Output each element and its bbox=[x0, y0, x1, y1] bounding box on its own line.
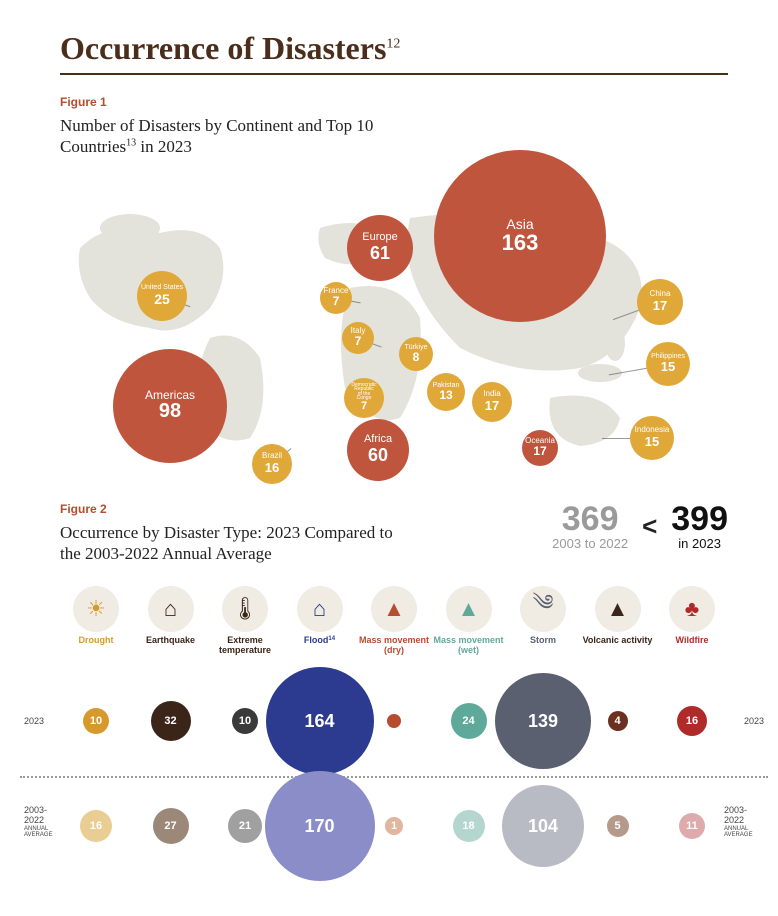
disaster-icon: ⌂ bbox=[148, 586, 194, 632]
type-column: ▲Mass movement (dry) bbox=[358, 586, 430, 658]
row-label-2023-right: 2023 bbox=[744, 716, 764, 726]
value-bubble-2023: 0 bbox=[387, 714, 401, 728]
value-bubble-2023: 16 bbox=[677, 706, 707, 736]
disaster-icon: ▲ bbox=[595, 586, 641, 632]
disaster-icon: ༄ bbox=[520, 586, 566, 632]
value-bubble-avg: 11 bbox=[679, 813, 705, 839]
value-bubble-avg: 27 bbox=[153, 808, 189, 844]
value-bubble-avg: 104 bbox=[502, 785, 584, 867]
map-bubble: Indonesia15 bbox=[630, 416, 674, 460]
map-bubble: China17 bbox=[637, 279, 683, 325]
row-label-avg-right: 2003-2022ANNUAL AVERAGE bbox=[724, 806, 764, 839]
map-bubble: Brazil16 bbox=[252, 444, 292, 484]
map-bubble: Americas98 bbox=[113, 349, 227, 463]
disaster-icon: 🌡 bbox=[222, 586, 268, 632]
disaster-type-icons: ☀Drought⌂Earthquake🌡Extreme temperature⌂… bbox=[60, 586, 728, 658]
value-bubble-avg: 16 bbox=[80, 810, 112, 842]
value-bubble-avg: 5 bbox=[607, 815, 629, 837]
value-bubble-2023: 139 bbox=[495, 673, 591, 769]
disaster-icon: ▲ bbox=[446, 586, 492, 632]
disaster-icon: ⌂ bbox=[297, 586, 343, 632]
map-bubble: Pakistan13 bbox=[427, 373, 465, 411]
type-column: 🌡Extreme temperature bbox=[209, 586, 281, 658]
map-bubble: Philippines15 bbox=[646, 342, 690, 386]
type-column: ▲Mass movement (wet) bbox=[433, 586, 505, 658]
map-bubble: United States25 bbox=[137, 271, 187, 321]
map-bubble: India17 bbox=[472, 382, 512, 422]
value-bubble-2023: 24 bbox=[451, 703, 487, 739]
page-title: Occurrence of Disasters12 bbox=[60, 30, 728, 67]
map-bubble: Asia163 bbox=[434, 150, 606, 322]
value-bubble-avg: 21 bbox=[228, 809, 262, 843]
map-bubble: Italy7 bbox=[342, 322, 374, 354]
figure2-section: Figure 2 Occurrence by Disaster Type: 20… bbox=[60, 502, 728, 877]
type-column: ▲Volcanic activity bbox=[582, 586, 654, 658]
row-label-avg-left: 2003-2022ANNUAL AVERAGE bbox=[24, 806, 64, 839]
disaster-icon: ☀ bbox=[73, 586, 119, 632]
row-label-2023-left: 2023 bbox=[24, 716, 44, 726]
figure2-label: Figure 2 bbox=[60, 502, 400, 516]
type-column: ⌂Flood14 bbox=[284, 586, 356, 658]
type-column: ⌂Earthquake bbox=[135, 586, 207, 658]
type-column: ☀Drought bbox=[60, 586, 132, 658]
map-bubble: France7 bbox=[320, 282, 352, 314]
value-bubble-2023: 32 bbox=[151, 701, 191, 741]
type-column: ♣Wildfire bbox=[656, 586, 728, 658]
disaster-icon: ♣ bbox=[669, 586, 715, 632]
figure1-label: Figure 1 bbox=[60, 95, 728, 109]
value-bubble-avg: 1 bbox=[385, 817, 403, 835]
value-bubble-2023: 10 bbox=[232, 708, 258, 734]
value-bubble-2023: 4 bbox=[608, 711, 628, 731]
title-rule bbox=[60, 73, 728, 75]
map-bubble: Türkiye8 bbox=[399, 337, 433, 371]
map-bubble: Oceania17 bbox=[522, 430, 558, 466]
type-column: ༄Storm bbox=[507, 586, 579, 658]
value-bubble-avg: 18 bbox=[453, 810, 485, 842]
map-bubble: Democratic Republicof theCongo7 bbox=[344, 378, 384, 418]
comparison-numbers: 369 2003 to 2022 < 399 in 2023 bbox=[552, 502, 728, 551]
disaster-icon: ▲ bbox=[371, 586, 417, 632]
figure2-title: Occurrence by Disaster Type: 2023 Compar… bbox=[60, 522, 400, 565]
disaster-bubble-chart: 2023 2023 2003-2022ANNUAL AVERAGE 2003-2… bbox=[60, 666, 728, 876]
map-bubble: Europe61 bbox=[347, 215, 413, 281]
world-map-chart: Asia163 Americas98 Europe61 Africa60 Oceania… bbox=[60, 148, 720, 478]
map-bubble: Africa60 bbox=[347, 419, 409, 481]
value-bubble-2023: 10 bbox=[83, 708, 109, 734]
